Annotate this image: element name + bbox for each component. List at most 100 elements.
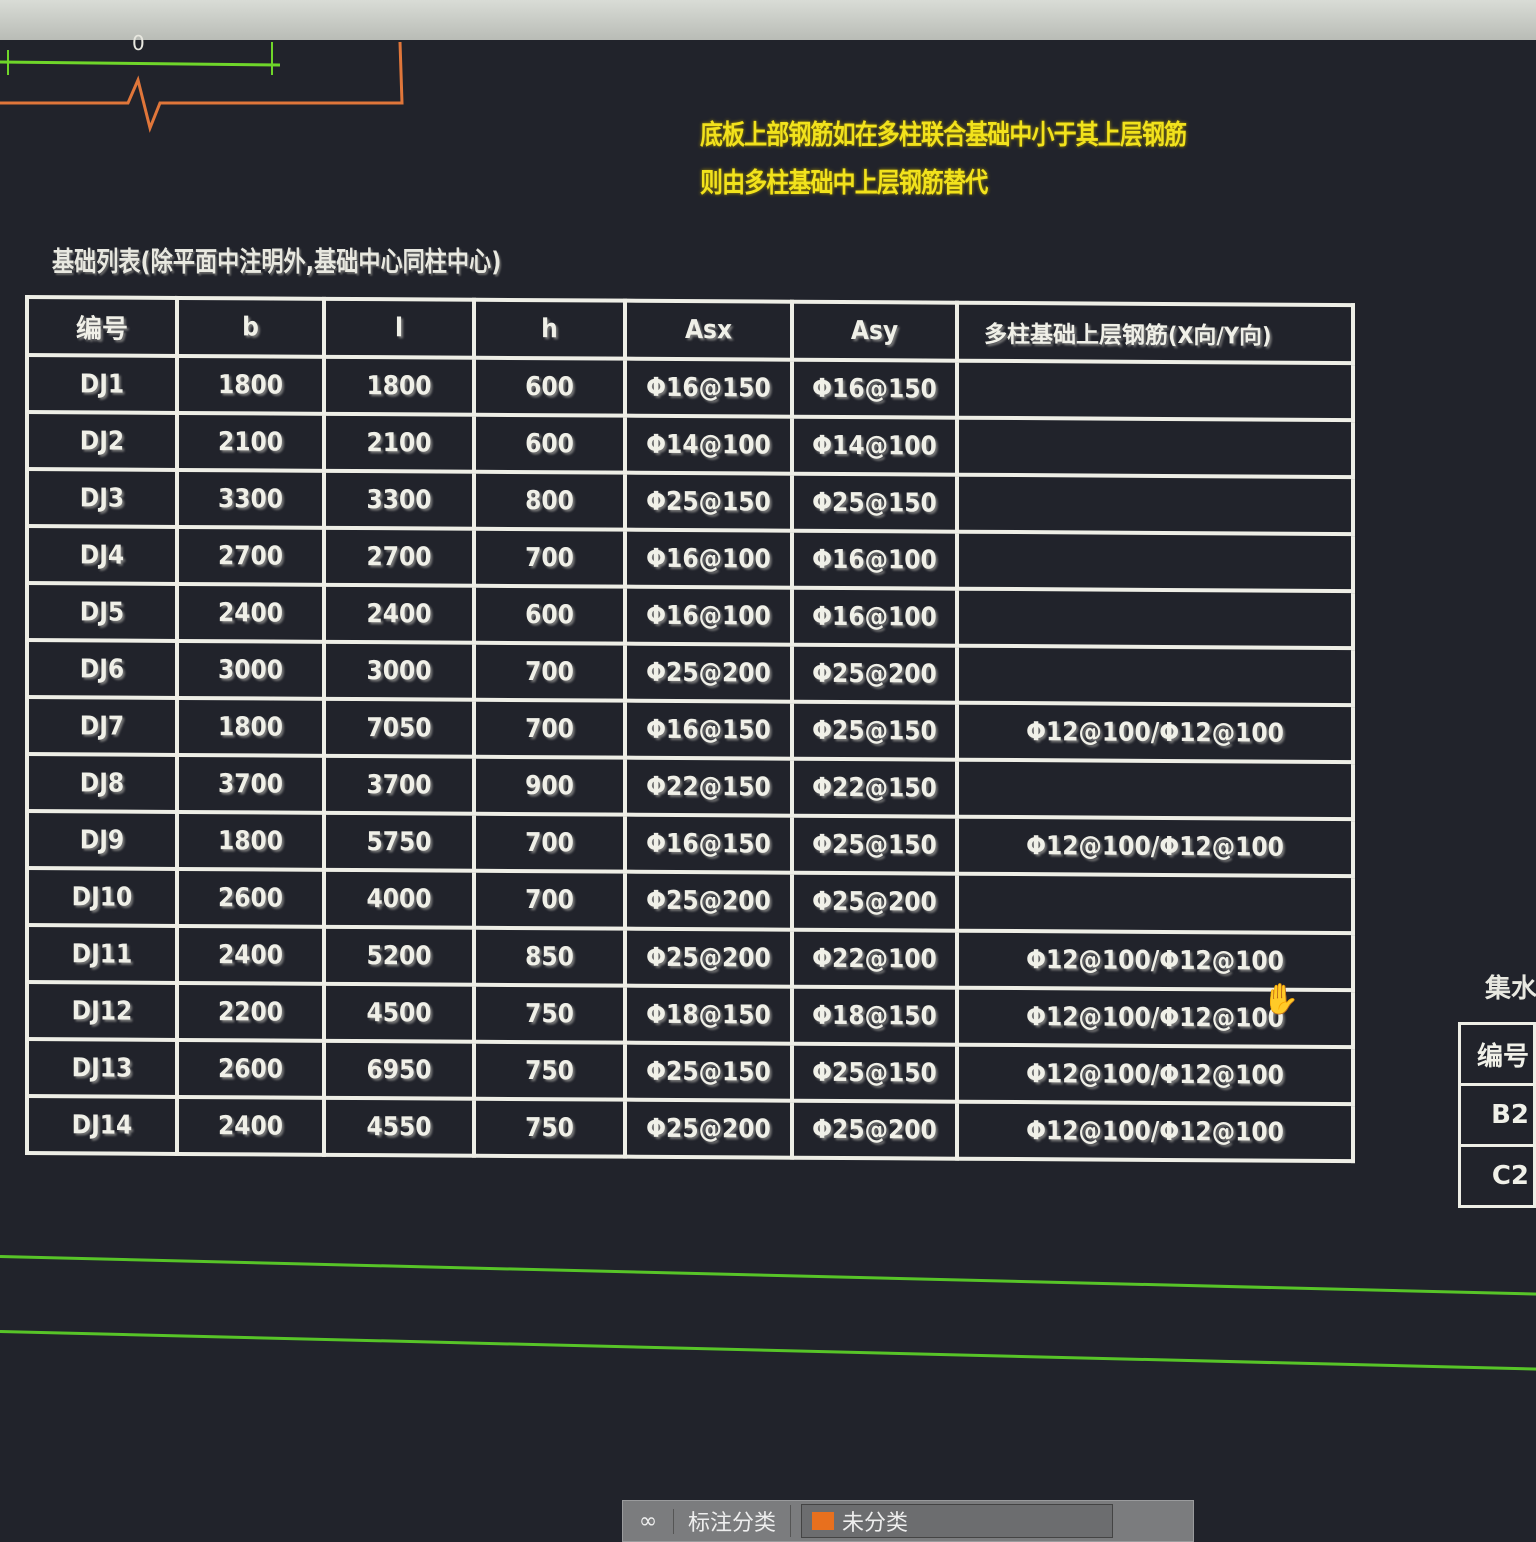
table-cell: 2400 <box>177 925 324 984</box>
break-line <box>0 41 404 133</box>
table-row: DJ13 2600 6950 750 Φ25@150 Φ25@150 Φ12@100/Φ12… <box>27 1039 1353 1105</box>
table-cell: 2400 <box>177 1096 324 1155</box>
table-cell: 5200 <box>324 926 474 985</box>
table-cell <box>957 531 1353 592</box>
table-cell: DJ14 <box>27 1096 177 1154</box>
table-row: DJ8 3700 3700 900 Φ22@150 Φ22@150 <box>27 754 1353 820</box>
foundation-table: 编号 b l h Asx Asy 多柱基础上层钢筋(X向/Y向) DJ1 1800 1800 60… <box>25 295 1355 1163</box>
monitor-bezel <box>0 0 1536 40</box>
table-cell <box>957 873 1353 934</box>
table-cell: Φ25@150 <box>625 472 792 531</box>
table-cell: 2600 <box>177 1039 324 1098</box>
table-cell: 700 <box>474 528 625 587</box>
table-row: DJ7 1800 7050 700 Φ16@150 Φ25@150 Φ12@100/Φ12@… <box>27 697 1353 763</box>
table-cell: 600 <box>474 357 625 416</box>
table-cell: Φ12@100/Φ12@100 <box>957 702 1353 763</box>
table-cell: DJ6 <box>27 640 177 698</box>
side-table-title: 集水井 <box>1485 974 1536 1004</box>
table-cell: 700 <box>474 699 625 758</box>
table-row: DJ1 1800 1800 600 Φ16@150 Φ16@150 <box>27 355 1353 421</box>
table-cell <box>957 474 1353 535</box>
table-cell: Φ25@200 <box>792 1100 957 1159</box>
note-line: 底板上部钢筋如在多柱联合基础中小于其上层钢筋 <box>700 120 1187 151</box>
table-cell: 600 <box>474 414 625 473</box>
side-table-cell: B2 <box>1458 1083 1536 1147</box>
table-cell: Φ25@200 <box>792 644 957 703</box>
table-cell: Φ18@150 <box>625 985 792 1044</box>
table-cell: Φ12@100/Φ12@100 <box>957 1101 1353 1162</box>
table-row: DJ9 1800 5750 700 Φ16@150 Φ25@150 Φ12@100/Φ12@… <box>27 811 1353 877</box>
table-cell <box>957 645 1353 706</box>
table-row: DJ4 2700 2700 700 Φ16@100 Φ16@100 <box>27 526 1353 592</box>
table-cell: DJ4 <box>27 526 177 584</box>
table-cell: 4500 <box>324 983 474 1042</box>
table-cell: 700 <box>474 642 625 701</box>
table-cell: 4000 <box>324 869 474 928</box>
table-cell: 700 <box>474 870 625 929</box>
table-cell: DJ5 <box>27 583 177 641</box>
table-cell: 6950 <box>324 1040 474 1099</box>
table-cell: Φ18@150 <box>792 986 957 1045</box>
table-cell: Φ25@150 <box>792 1043 957 1102</box>
table-cell: 2400 <box>177 583 324 642</box>
table-cell: Φ12@100/Φ12@100 <box>957 816 1353 877</box>
table-cell: DJ2 <box>27 412 177 470</box>
table-cell: Φ12@100/Φ12@100 <box>957 1044 1353 1105</box>
table-cell: 750 <box>474 984 625 1043</box>
table-cell: DJ9 <box>27 811 177 869</box>
table-cell <box>957 417 1353 478</box>
green-boundary-line <box>0 1255 1536 1297</box>
table-cell: Φ25@200 <box>625 1099 792 1158</box>
table-cell: 4550 <box>324 1097 474 1156</box>
table-title: 基础列表(除平面中注明外,基础中心同柱中心) <box>52 247 502 278</box>
table-cell: 700 <box>474 813 625 872</box>
table-row: DJ6 3000 3000 700 Φ25@200 Φ25@200 <box>27 640 1353 706</box>
table-cell: 3000 <box>177 640 324 699</box>
table-cell: 750 <box>474 1041 625 1100</box>
table-cell: 7050 <box>324 698 474 757</box>
column-header: b <box>177 297 324 357</box>
hand-cursor-icon: ✋ <box>1262 982 1300 1017</box>
table-cell: 5750 <box>324 812 474 871</box>
table-row: DJ14 2400 4550 750 Φ25@200 Φ25@200 Φ12@100/Φ12… <box>27 1096 1353 1162</box>
color-swatch <box>812 1512 835 1530</box>
green-boundary-line <box>0 1330 1536 1372</box>
table-cell: Φ16@100 <box>792 530 957 589</box>
table-cell: 1800 <box>177 697 324 756</box>
table-cell: 2400 <box>324 584 474 643</box>
table-cell <box>957 360 1353 421</box>
table-cell: Φ25@150 <box>625 1042 792 1101</box>
table-cell: DJ11 <box>27 925 177 983</box>
table-row: DJ10 2600 4000 700 Φ25@200 Φ25@200 <box>27 868 1353 934</box>
table-cell <box>957 759 1353 820</box>
table-row: DJ5 2400 2400 600 Φ16@100 Φ16@100 <box>27 583 1353 649</box>
table-cell: Φ25@150 <box>792 815 957 874</box>
table-cell: 750 <box>474 1098 625 1157</box>
table-cell: 2100 <box>324 413 474 472</box>
table-cell: Φ25@200 <box>792 872 957 931</box>
table-row: DJ12 2200 4500 750 Φ18@150 Φ18@150 Φ12@100/Φ12… <box>27 982 1353 1048</box>
table-cell: Φ16@150 <box>625 814 792 873</box>
table-cell: 3000 <box>324 641 474 700</box>
table-cell: 2700 <box>177 526 324 585</box>
link-icon[interactable]: ∞ <box>623 1508 674 1534</box>
table-cell: Φ16@150 <box>625 358 792 417</box>
table-cell: 3300 <box>324 470 474 529</box>
table-cell: 850 <box>474 927 625 986</box>
rebar-note: 底板上部钢筋如在多柱联合基础中小于其上层钢筋 则由多柱基础中上层钢筋替代 <box>700 112 1187 208</box>
table-cell: Φ22@150 <box>792 758 957 817</box>
table-row: DJ11 2400 5200 850 Φ25@200 Φ22@100 Φ12@100/Φ12… <box>27 925 1353 991</box>
cad-drawing-fragment: 0 <box>0 31 404 133</box>
table-row: DJ2 2100 2100 600 Φ14@100 Φ14@100 <box>27 412 1353 478</box>
table-cell: Φ22@100 <box>792 929 957 988</box>
table-cell: DJ8 <box>27 754 177 812</box>
table-cell: DJ10 <box>27 868 177 926</box>
table-cell: 1800 <box>324 356 474 415</box>
table-row: DJ3 3300 3300 800 Φ25@150 Φ25@150 <box>27 469 1353 535</box>
table-cell: DJ12 <box>27 982 177 1040</box>
table-cell: 2700 <box>324 527 474 586</box>
column-header: Asy <box>792 301 957 361</box>
category-dropdown[interactable]: 未分类 <box>801 1504 1114 1538</box>
table-cell: 3700 <box>177 754 324 813</box>
annotation-category-label: 标注分类 <box>674 1505 792 1537</box>
